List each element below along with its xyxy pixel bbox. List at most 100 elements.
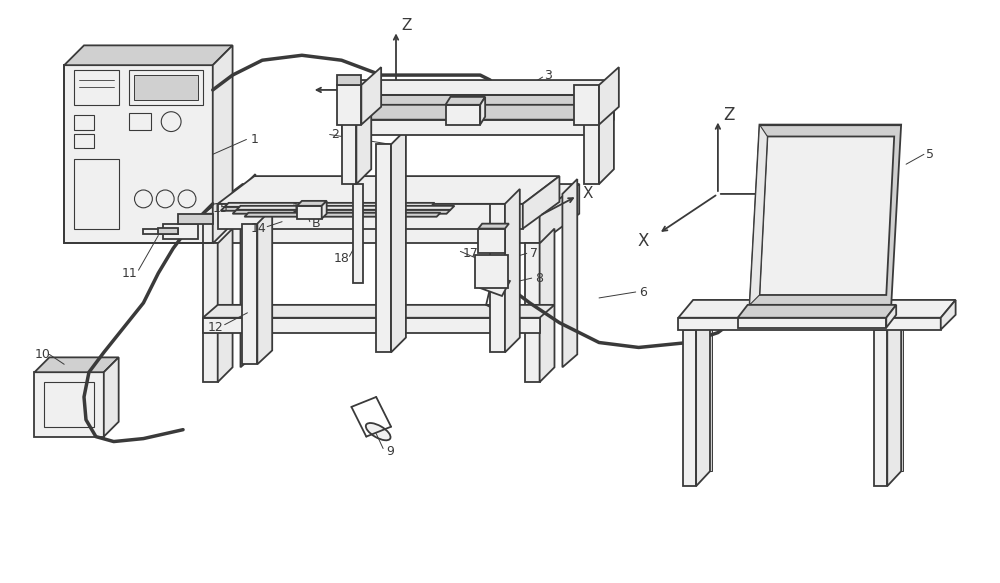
Polygon shape xyxy=(244,213,441,217)
Polygon shape xyxy=(599,80,614,110)
Polygon shape xyxy=(698,315,712,471)
Polygon shape xyxy=(342,95,599,110)
Text: 11: 11 xyxy=(122,266,137,280)
Polygon shape xyxy=(163,224,198,238)
Polygon shape xyxy=(584,95,599,184)
Polygon shape xyxy=(203,214,540,244)
Polygon shape xyxy=(221,207,431,211)
Polygon shape xyxy=(760,136,894,295)
Polygon shape xyxy=(134,75,198,100)
Text: 12: 12 xyxy=(208,321,224,334)
Polygon shape xyxy=(599,80,614,184)
Polygon shape xyxy=(322,201,327,219)
Polygon shape xyxy=(337,85,361,125)
Polygon shape xyxy=(356,80,371,184)
Polygon shape xyxy=(64,65,213,244)
Text: 9: 9 xyxy=(386,445,394,458)
Text: Y: Y xyxy=(803,185,813,203)
Text: 2: 2 xyxy=(332,128,339,141)
Polygon shape xyxy=(218,204,523,229)
Polygon shape xyxy=(599,67,619,125)
Text: 8: 8 xyxy=(535,272,543,285)
Polygon shape xyxy=(218,176,559,204)
Polygon shape xyxy=(678,318,941,329)
Polygon shape xyxy=(696,315,710,486)
Polygon shape xyxy=(446,105,480,125)
Polygon shape xyxy=(213,45,233,244)
Polygon shape xyxy=(475,255,508,288)
Text: X: X xyxy=(582,187,593,202)
Polygon shape xyxy=(599,105,614,135)
Polygon shape xyxy=(750,125,901,305)
Polygon shape xyxy=(478,224,509,229)
Text: 4: 4 xyxy=(591,108,599,121)
Polygon shape xyxy=(540,184,579,244)
Polygon shape xyxy=(342,95,356,184)
Polygon shape xyxy=(523,176,559,229)
Text: Z: Z xyxy=(401,18,411,33)
Polygon shape xyxy=(683,329,696,486)
Polygon shape xyxy=(889,315,903,471)
Text: 7: 7 xyxy=(530,247,538,260)
Polygon shape xyxy=(490,204,505,352)
Text: 14: 14 xyxy=(250,222,266,235)
Text: 5: 5 xyxy=(926,148,934,161)
Polygon shape xyxy=(525,244,540,382)
Polygon shape xyxy=(505,189,520,352)
Polygon shape xyxy=(574,85,599,125)
Polygon shape xyxy=(478,229,505,254)
Polygon shape xyxy=(297,201,327,206)
Polygon shape xyxy=(34,357,119,372)
Polygon shape xyxy=(480,273,510,296)
Text: 17: 17 xyxy=(462,247,478,260)
Polygon shape xyxy=(242,224,257,364)
Polygon shape xyxy=(361,67,381,125)
Polygon shape xyxy=(203,184,579,214)
Text: 10: 10 xyxy=(34,348,50,361)
Text: Z: Z xyxy=(723,106,734,124)
Polygon shape xyxy=(342,120,599,135)
Polygon shape xyxy=(104,357,119,437)
Text: 3: 3 xyxy=(545,69,552,82)
Polygon shape xyxy=(391,129,406,352)
Polygon shape xyxy=(480,97,485,125)
Polygon shape xyxy=(64,45,233,65)
Polygon shape xyxy=(240,174,255,367)
Text: 15: 15 xyxy=(213,202,229,215)
Polygon shape xyxy=(34,372,104,437)
Polygon shape xyxy=(540,229,554,382)
Polygon shape xyxy=(874,329,887,486)
Polygon shape xyxy=(342,105,614,120)
Text: 6: 6 xyxy=(639,286,647,300)
Polygon shape xyxy=(257,209,272,364)
Polygon shape xyxy=(738,305,896,318)
Polygon shape xyxy=(237,206,454,210)
Text: X: X xyxy=(637,233,649,251)
Text: Y: Y xyxy=(470,97,480,113)
Text: A: A xyxy=(458,90,467,103)
Polygon shape xyxy=(738,318,886,328)
Text: 16: 16 xyxy=(292,202,308,215)
Polygon shape xyxy=(353,184,363,283)
Polygon shape xyxy=(203,305,554,318)
Polygon shape xyxy=(678,300,956,318)
Ellipse shape xyxy=(366,423,391,440)
Polygon shape xyxy=(887,315,901,486)
Polygon shape xyxy=(342,80,614,95)
Polygon shape xyxy=(203,318,540,333)
Polygon shape xyxy=(337,75,361,85)
Polygon shape xyxy=(225,203,435,207)
Polygon shape xyxy=(376,145,391,352)
Polygon shape xyxy=(178,214,213,224)
Polygon shape xyxy=(750,125,767,305)
Polygon shape xyxy=(203,244,218,382)
Polygon shape xyxy=(941,300,956,329)
Polygon shape xyxy=(446,97,485,105)
Polygon shape xyxy=(218,229,233,382)
Polygon shape xyxy=(562,179,577,367)
Polygon shape xyxy=(297,206,322,219)
Polygon shape xyxy=(143,229,178,234)
Text: 1: 1 xyxy=(250,133,258,146)
Polygon shape xyxy=(886,305,896,328)
Text: B: B xyxy=(312,217,320,230)
